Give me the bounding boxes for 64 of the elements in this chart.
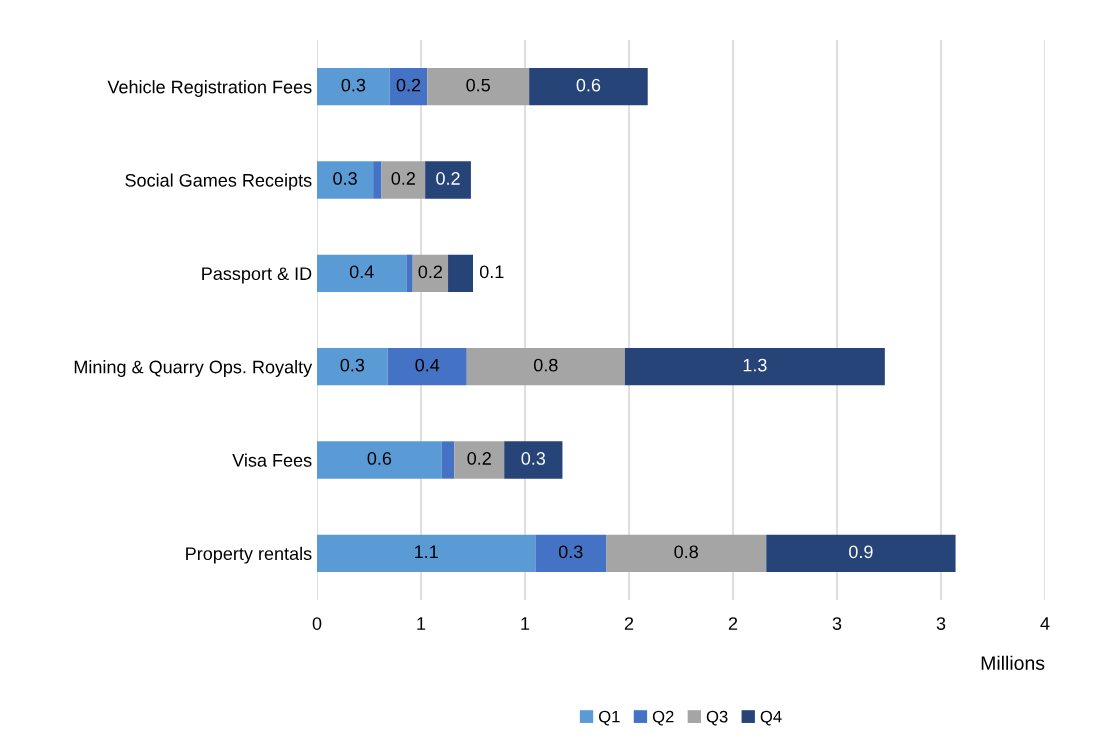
y-tick-label: Visa Fees: [232, 453, 312, 467]
bar: [624, 348, 885, 386]
data-label: 0.3: [340, 358, 365, 372]
bar: [535, 534, 607, 572]
data-label: 0.2: [396, 78, 421, 92]
bar: [425, 161, 471, 199]
data-label: 1.1: [415, 545, 438, 558]
y-tick-label: Mining & Quarry Ops. Royalty: [74, 360, 313, 377]
x-tick-label: 2: [624, 617, 634, 630]
x-tick-label: 4: [1040, 617, 1050, 630]
x-tick-label: 3: [936, 617, 946, 630]
bar: [373, 161, 382, 199]
bar: [389, 68, 428, 106]
bar: [606, 534, 767, 572]
x-tick-label: 0: [312, 617, 322, 630]
y-tick-label: Passport & ID: [202, 267, 312, 284]
y-tick-label: Property rentals: [186, 546, 312, 564]
bar: [529, 68, 648, 106]
data-label: 0.3: [558, 545, 583, 559]
y-tick-label: Vehicle Registration Fees: [107, 80, 312, 97]
data-label: 0.5: [466, 78, 490, 92]
bar: [317, 534, 536, 572]
bar: [427, 68, 530, 106]
bar: [317, 254, 407, 292]
bar: [412, 254, 449, 292]
x-tick-label: 3: [832, 617, 842, 630]
bar: [317, 68, 390, 106]
data-label: 0.3: [333, 172, 357, 185]
data-label: 0.4: [349, 265, 374, 279]
data-label: 0.6: [576, 78, 601, 92]
x-tick-label: 1: [417, 617, 426, 630]
bar: [317, 441, 442, 479]
bar: [466, 348, 625, 386]
x-tick-label: 2: [728, 617, 738, 630]
y-tick-label: Social Games Receipts: [125, 173, 312, 191]
bar: [448, 254, 473, 292]
bar: [766, 534, 956, 572]
legend-label: Q2: [652, 710, 674, 726]
bar: [317, 348, 388, 386]
bar: [381, 161, 426, 199]
legend-label: Q4: [760, 710, 782, 726]
data-label: 0.3: [341, 78, 366, 92]
x-axis-title: Millions: [981, 655, 1045, 670]
bar: [317, 161, 374, 199]
x-tick-label: 1: [521, 617, 530, 630]
data-label: 0.6: [367, 452, 392, 465]
data-label: 0.8: [533, 358, 558, 372]
bar: [504, 441, 563, 479]
data-label: 0.1: [479, 265, 504, 279]
data-label: 0.9: [849, 545, 873, 559]
data-label: 0.8: [674, 545, 698, 559]
bar: [454, 441, 505, 479]
data-label: 0.2: [391, 172, 415, 185]
legend-label: Q1: [598, 710, 620, 726]
data-label: 0.4: [415, 358, 440, 372]
data-label: 0.2: [418, 265, 442, 279]
data-label: 1.3: [743, 358, 767, 372]
bar: [406, 254, 413, 292]
data-label: 0.2: [467, 452, 491, 465]
data-label: 0.2: [436, 172, 460, 185]
data-label: 0.3: [521, 452, 546, 465]
bar: [387, 348, 467, 386]
bar: [441, 441, 455, 479]
legend-label: Q3: [706, 710, 728, 726]
